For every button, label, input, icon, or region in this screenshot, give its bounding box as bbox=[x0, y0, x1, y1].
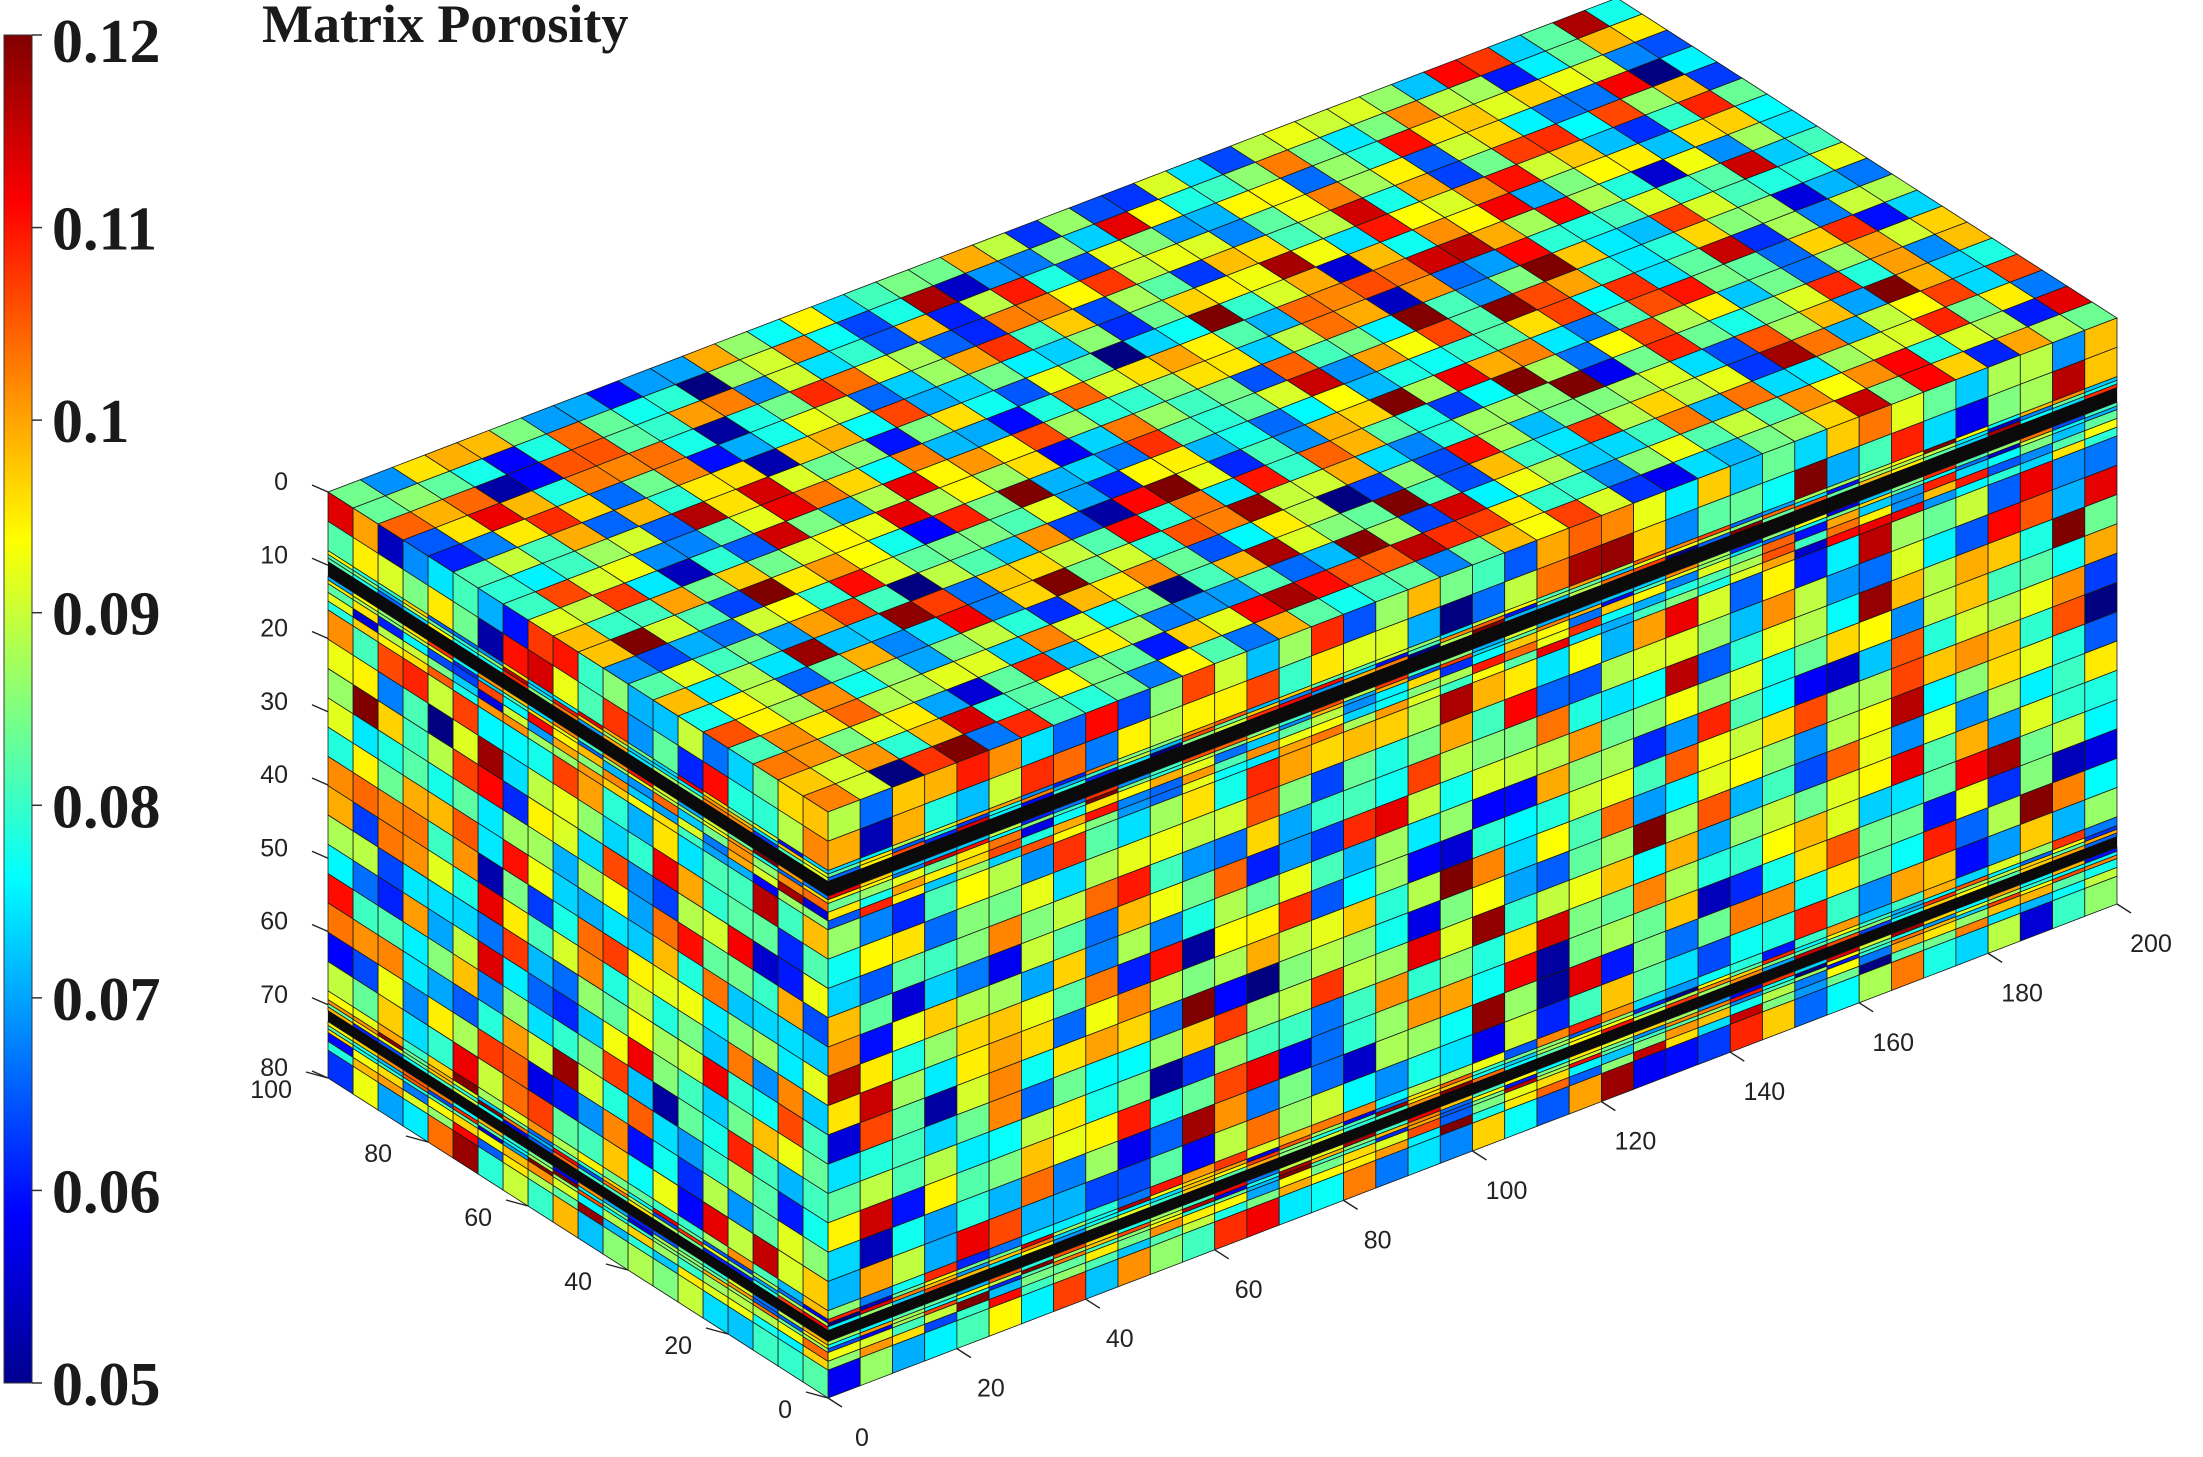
x-axis-tick-label: 20 bbox=[977, 1375, 1005, 1403]
x-axis-tick-label: 0 bbox=[855, 1424, 869, 1452]
x-axis-tick-label: 160 bbox=[1872, 1029, 1914, 1057]
x-axis-tick-label: 200 bbox=[2130, 930, 2172, 958]
colorbar-gradient bbox=[3, 34, 33, 1384]
y-axis-tick-label: 40 bbox=[564, 1268, 592, 1296]
z-axis-tick-mark bbox=[311, 704, 329, 713]
y-axis-tick-label: 60 bbox=[464, 1204, 492, 1232]
x-axis-tick-mark bbox=[1601, 1101, 1616, 1112]
z-axis-tick-mark bbox=[311, 850, 329, 859]
z-axis-tick-label: 50 bbox=[260, 834, 288, 862]
z-axis-tick-label: 0 bbox=[274, 468, 288, 496]
z-axis-tick-mark bbox=[311, 484, 329, 493]
x-axis-tick-mark bbox=[2116, 903, 2132, 914]
colorbar: 0.05 0.06 0.07 0.08 0.09 0.1 0.11 0.12 bbox=[3, 8, 161, 1419]
z-axis-tick-label: 20 bbox=[260, 615, 288, 643]
colorbar-tick-label: 0.07 bbox=[52, 966, 161, 1034]
top-face-cell bbox=[1583, 0, 1643, 27]
z-axis-tick-label: 70 bbox=[260, 981, 288, 1009]
colorbar-tick-label: 0.08 bbox=[52, 773, 161, 841]
colorbar-tick-label: 0.09 bbox=[52, 581, 161, 649]
colorbar-tick-label: 0.05 bbox=[52, 1351, 161, 1419]
x-axis-tick-mark bbox=[1085, 1298, 1101, 1309]
x-axis-tick-mark bbox=[1472, 1150, 1487, 1161]
z-axis-tick-mark bbox=[311, 997, 329, 1006]
x-axis-tick-label: 40 bbox=[1106, 1325, 1134, 1353]
colorbar-tick-label: 0.12 bbox=[52, 8, 161, 76]
y-axis-tick-label: 20 bbox=[664, 1332, 692, 1360]
x-axis-tick-label: 120 bbox=[1615, 1128, 1657, 1156]
colorbar-tick-label: 0.06 bbox=[52, 1158, 161, 1226]
x-axis-tick-label: 140 bbox=[1743, 1078, 1785, 1106]
x-axis-tick-mark bbox=[827, 1397, 843, 1408]
z-axis-tick-label: 80 bbox=[260, 1054, 288, 1082]
z-axis-tick-mark bbox=[311, 777, 329, 786]
x-axis-tick-mark bbox=[1987, 952, 2003, 963]
x-axis-tick-mark bbox=[1343, 1199, 1358, 1210]
x-axis-tick-mark bbox=[956, 1348, 972, 1359]
z-axis-tick-label: 10 bbox=[260, 541, 288, 569]
colorbar-tick-label: 0.11 bbox=[52, 196, 157, 264]
chart-title: Matrix Porosity bbox=[262, 0, 628, 54]
x-axis-tick-mark bbox=[1214, 1249, 1230, 1260]
y-axis-tick-label: 80 bbox=[364, 1140, 392, 1168]
colorbar-tick-label: 0.1 bbox=[52, 388, 130, 456]
porosity-cube bbox=[327, 0, 2118, 1399]
z-axis-tick-label: 30 bbox=[260, 688, 288, 716]
x-axis-tick-label: 60 bbox=[1235, 1276, 1263, 1304]
x-axis-tick-label: 80 bbox=[1364, 1226, 1392, 1254]
z-axis-tick-label: 60 bbox=[260, 908, 288, 936]
x-axis-tick-label: 180 bbox=[2001, 979, 2043, 1007]
x-axis-tick-mark bbox=[1729, 1051, 1745, 1062]
z-axis-tick-label: 40 bbox=[260, 761, 288, 789]
x-axis-tick-label: 100 bbox=[1486, 1177, 1528, 1205]
z-axis-tick-mark bbox=[311, 923, 329, 933]
y-axis-tick-label: 0 bbox=[778, 1396, 792, 1424]
z-axis-tick-mark bbox=[311, 557, 329, 566]
x-axis-tick-mark bbox=[1858, 1002, 1874, 1013]
z-axis-tick-mark bbox=[311, 630, 329, 640]
